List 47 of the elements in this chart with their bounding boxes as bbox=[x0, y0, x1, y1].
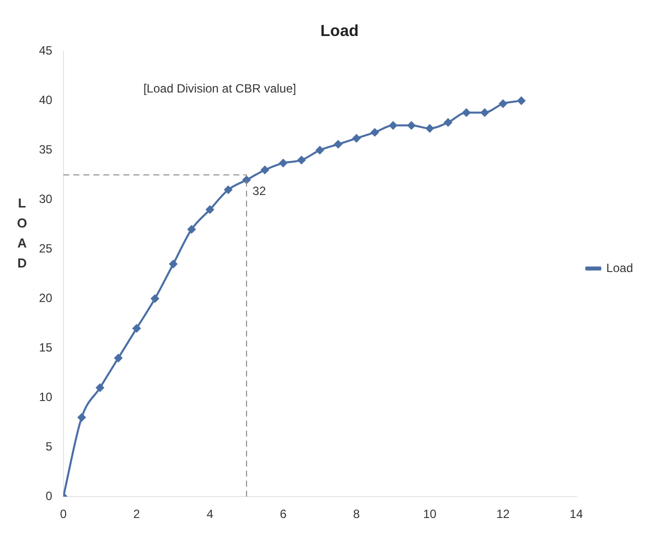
point bbox=[499, 100, 508, 108]
point bbox=[298, 156, 306, 164]
point bbox=[279, 159, 288, 168]
y-tick-label: 35 bbox=[38, 142, 53, 156]
x-tick-label: 10 bbox=[423, 507, 437, 522]
point bbox=[150, 294, 159, 303]
point bbox=[78, 413, 86, 422]
point bbox=[260, 166, 269, 174]
point bbox=[334, 140, 342, 148]
point bbox=[444, 118, 452, 126]
x-tick-label: 12 bbox=[496, 507, 510, 522]
y-tick-label: 5 bbox=[46, 439, 53, 454]
point bbox=[188, 225, 196, 234]
point bbox=[169, 260, 178, 268]
point bbox=[206, 206, 214, 214]
point bbox=[517, 96, 526, 105]
y-tick-label: 20 bbox=[38, 290, 53, 305]
point bbox=[132, 324, 141, 332]
x-tick-label: 2 bbox=[133, 507, 140, 522]
chart-title: Load bbox=[320, 23, 359, 40]
x-tick-label: 6 bbox=[280, 507, 287, 522]
y-tick-label: 15 bbox=[38, 340, 53, 354]
point bbox=[370, 128, 379, 136]
point bbox=[352, 134, 360, 142]
y-tick-label: 0 bbox=[46, 488, 53, 503]
y-tick-label: 40 bbox=[38, 93, 53, 107]
x-tick-label: 0 bbox=[60, 507, 68, 522]
annotation: 32 bbox=[252, 184, 266, 198]
point bbox=[316, 146, 324, 154]
point bbox=[462, 108, 470, 117]
point bbox=[480, 108, 489, 117]
point bbox=[114, 354, 122, 362]
point bbox=[389, 121, 398, 130]
y-tick-label: 45 bbox=[38, 44, 53, 58]
point bbox=[224, 186, 232, 194]
y-tick-label: 30 bbox=[38, 192, 53, 206]
point bbox=[426, 124, 434, 132]
y-tick-label: 10 bbox=[38, 390, 53, 404]
y-axis-title: LOAD bbox=[16, 195, 28, 270]
y-tick-label: 25 bbox=[38, 241, 53, 256]
x-tick-label: 8 bbox=[353, 507, 360, 522]
point bbox=[96, 384, 104, 392]
legend-label: Load bbox=[606, 260, 634, 275]
annotation: [Load Division at CBR value] bbox=[143, 82, 296, 96]
x-tick-label: 4 bbox=[206, 507, 214, 522]
point bbox=[407, 121, 416, 130]
x-tick-label: 14 bbox=[570, 507, 584, 522]
